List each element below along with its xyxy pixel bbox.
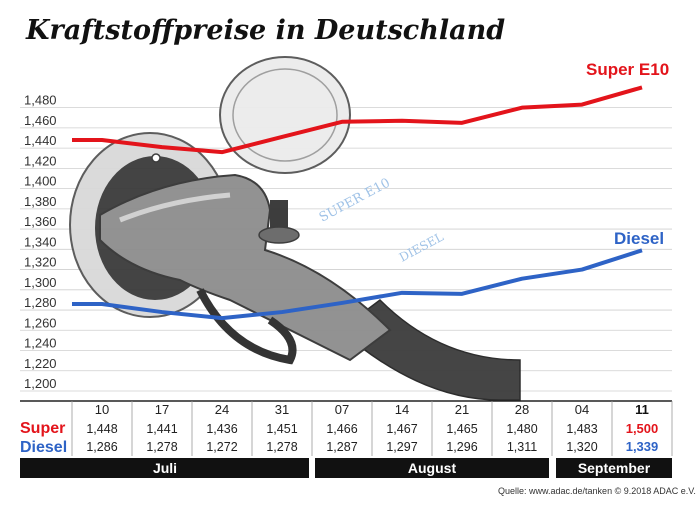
nozzle-body — [99, 173, 392, 362]
source-note: Quelle: www.adac.de/tanken © 9.2018 ADAC… — [498, 486, 696, 496]
pump-display-super: SUPER E10 — [317, 176, 393, 226]
category-label: 14 — [395, 402, 409, 417]
tank-cap — [219, 56, 351, 174]
fuel-nozzle-illustration: SUPER E10 DIESEL — [69, 56, 521, 401]
value-label-diesel: 1,278 — [146, 440, 177, 454]
y-tick-label: 1,340 — [24, 234, 57, 249]
value-label-super: 1,441 — [146, 422, 177, 436]
category-label: 31 — [275, 402, 289, 417]
y-tick-label: 1,320 — [24, 255, 57, 270]
month-band-juli — [20, 458, 309, 478]
value-table: 10 1,448 1,286 17 1,441 1,278 24 1,436 1,272 31 1,… — [71, 401, 673, 456]
chart-title: Kraftstoffpreise in Deutschland — [25, 15, 505, 46]
value-label-super: 1,483 — [566, 422, 597, 436]
series — [72, 85, 643, 321]
category-label: 04 — [575, 402, 589, 417]
value-label-diesel: 1,311 — [507, 440, 537, 454]
month-band-september — [556, 458, 672, 478]
value-label-diesel: 1,320 — [566, 440, 597, 454]
month-label-juli: Juli — [153, 460, 177, 476]
series-label-super-e10: Super E10 — [586, 60, 669, 79]
value-label-diesel: 1,297 — [386, 440, 417, 454]
value-label-diesel: 1,287 — [326, 440, 357, 454]
y-axis-ticks: 1,200 1,220 1,240 1,260 1,280 1,300 1,320 1,340… — [24, 93, 57, 391]
month-band-august — [315, 458, 549, 478]
y-tick-label: 1,480 — [24, 93, 57, 108]
value-label-super: 1,500 — [626, 421, 659, 436]
value-label-super: 1,466 — [326, 422, 357, 436]
category-label: 11 — [635, 402, 649, 417]
category-label: 28 — [515, 402, 529, 417]
y-tick-label: 1,280 — [24, 295, 57, 310]
category-label: 07 — [335, 402, 349, 417]
y-tick-label: 1,440 — [24, 133, 57, 148]
value-label-super: 1,451 — [266, 422, 297, 436]
value-label-super: 1,467 — [386, 422, 417, 436]
value-label-diesel: 1,286 — [86, 440, 117, 454]
pump-display-diesel: DIESEL — [397, 230, 446, 265]
y-tick-label: 1,260 — [24, 315, 57, 330]
y-tick-label: 1,380 — [24, 194, 57, 209]
value-label-super: 1,436 — [206, 422, 237, 436]
value-label-super: 1,448 — [86, 422, 117, 436]
value-label-super: 1,480 — [506, 422, 537, 436]
value-label-diesel: 1,272 — [206, 440, 237, 454]
value-label-diesel: 1,278 — [266, 440, 297, 454]
y-tick-label: 1,420 — [24, 153, 57, 168]
month-band: Juli August September — [20, 458, 672, 478]
y-tick-label: 1,240 — [24, 336, 57, 351]
y-tick-label: 1,460 — [24, 113, 57, 128]
value-label-diesel: 1,296 — [446, 440, 477, 454]
y-tick-label: 1,220 — [24, 356, 57, 371]
valve-knob — [270, 200, 288, 230]
category-label: 10 — [95, 402, 109, 417]
category-label: 21 — [455, 402, 469, 417]
row-label-diesel: Diesel — [20, 439, 67, 456]
series-label-diesel: Diesel — [614, 229, 664, 248]
y-tick-label: 1,200 — [24, 376, 57, 391]
category-label: 17 — [155, 402, 169, 417]
month-label-september: September — [578, 460, 651, 476]
y-tick-label: 1,360 — [24, 214, 57, 229]
month-label-august: August — [408, 460, 457, 476]
value-label-super: 1,465 — [446, 422, 477, 436]
row-label-super: Super — [20, 420, 65, 437]
category-label: 24 — [215, 402, 229, 417]
value-label-diesel: 1,339 — [626, 439, 659, 454]
y-tick-label: 1,400 — [24, 174, 57, 189]
y-tick-label: 1,300 — [24, 275, 57, 290]
